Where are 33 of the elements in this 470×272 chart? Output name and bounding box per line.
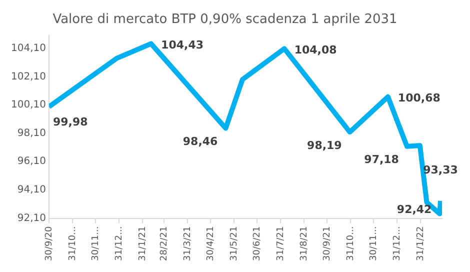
- data-label: 92,42: [396, 203, 432, 216]
- x-tick-label: 31/10...: [68, 226, 78, 261]
- x-tick-label: 30/11...: [90, 226, 101, 261]
- x-tick-label: 30/4/21: [206, 226, 216, 262]
- x-tick-label: 31/3/21: [182, 226, 193, 262]
- x-tick-label: 31/10...: [346, 226, 356, 261]
- y-tick-label: 92,10: [17, 212, 46, 224]
- x-tick-label: 30/11...: [368, 226, 379, 261]
- y-tick-label: 98,10: [17, 128, 46, 139]
- x-tick-label: 31/12...: [114, 226, 124, 261]
- x-tick-label: 31/8/21: [299, 226, 310, 262]
- y-tick-label: 94,10: [17, 184, 46, 196]
- x-tick-label: 28/2/21: [159, 226, 170, 262]
- data-label: 97,18: [364, 153, 399, 166]
- data-label: 98,19: [307, 138, 342, 152]
- x-tick-label: 30/6/21: [252, 226, 262, 262]
- x-tick-label: 31/7/21: [276, 226, 286, 262]
- x-tick-label: 30/9/20: [44, 226, 54, 262]
- x-tick-label: 31/1/22: [416, 226, 426, 262]
- data-label: 100,68: [398, 92, 440, 105]
- x-tick-label: 31/1/21: [138, 226, 148, 262]
- y-tick-label: 104,10: [10, 42, 46, 54]
- chart-title: Valore di mercato BTP 0,90% scadenza 1 aprile 2031: [52, 12, 398, 28]
- data-label: 104,43: [161, 38, 204, 52]
- y-tick-label: 100,10: [10, 100, 46, 111]
- y-tick-label: 96,10: [17, 156, 46, 168]
- data-label: 99,98: [52, 116, 88, 129]
- x-tick-label: 31/5/21: [229, 226, 240, 262]
- x-tick-label: 31/12...: [392, 226, 402, 261]
- data-label: 98,46: [182, 135, 218, 148]
- y-tick-label: 102,10: [10, 71, 46, 82]
- data-label: 104,08: [294, 43, 337, 56]
- x-tick-label: 30/9/21: [322, 226, 332, 262]
